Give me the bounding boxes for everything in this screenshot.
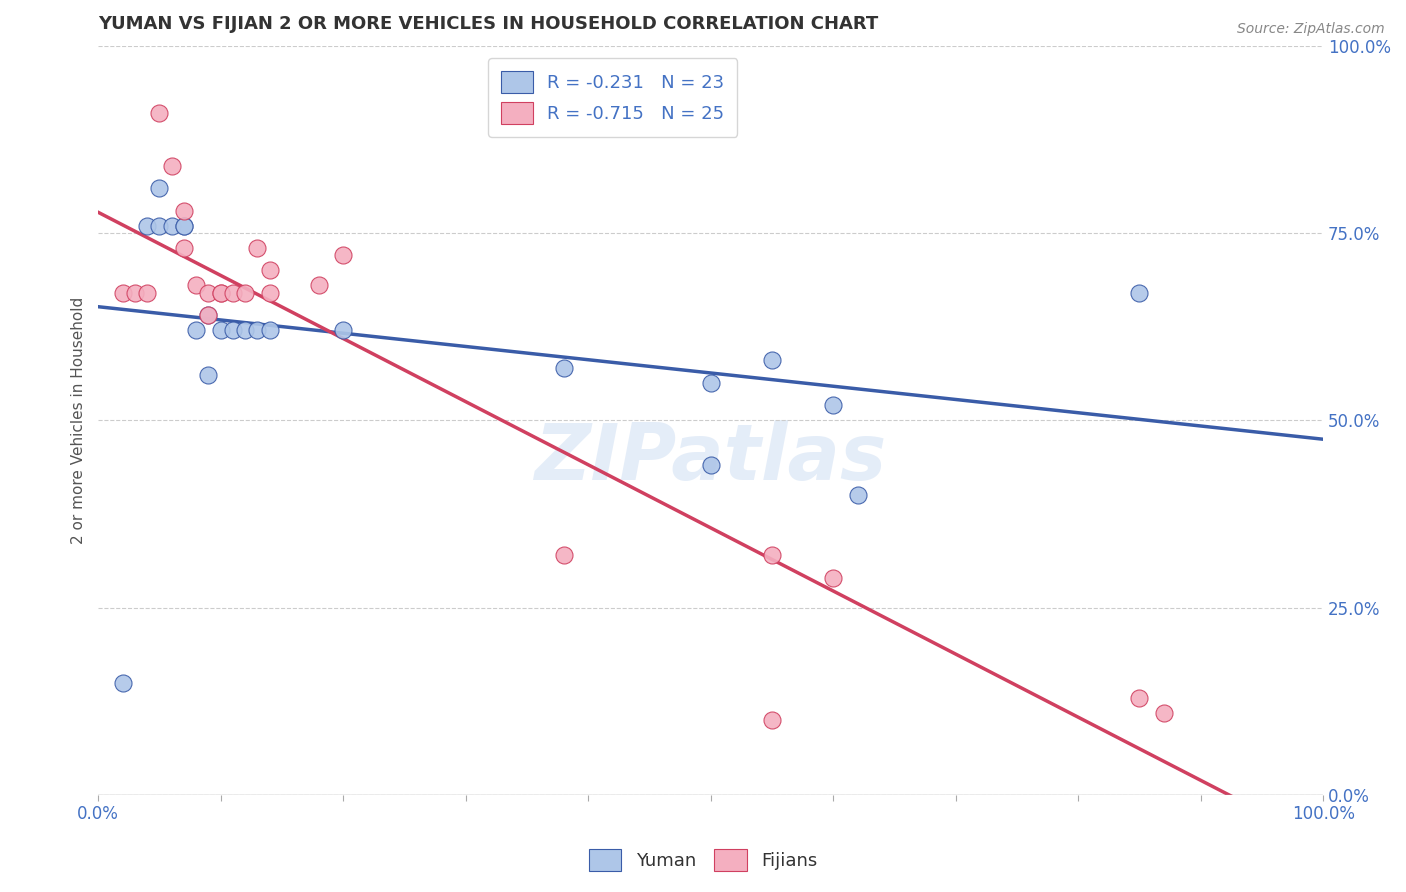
Point [699,458,721,473]
Point [197,368,219,383]
Point [111,675,134,690]
Point [209,285,232,300]
Point [184,278,207,293]
Point [246,241,269,255]
Point [173,241,195,255]
Point [222,323,245,337]
Point [136,219,159,233]
Point [184,323,207,337]
Point [332,323,354,337]
Point [148,106,170,120]
Point [222,285,245,300]
Point [823,571,845,585]
Point [173,203,195,218]
Point [761,548,783,562]
Point [1128,285,1150,300]
Point [846,488,869,502]
Point [111,285,134,300]
Text: ZIPatlas: ZIPatlas [534,420,887,496]
Point [308,278,330,293]
Point [148,219,170,233]
Point [761,353,783,368]
Point [124,285,146,300]
Point [823,398,845,412]
Point [173,219,195,233]
Point [233,323,256,337]
Point [246,323,269,337]
Text: YUMAN VS FIJIAN 2 OR MORE VEHICLES IN HOUSEHOLD CORRELATION CHART: YUMAN VS FIJIAN 2 OR MORE VEHICLES IN HO… [98,15,879,33]
Point [148,181,170,195]
Text: Source: ZipAtlas.com: Source: ZipAtlas.com [1237,22,1385,37]
Point [259,323,281,337]
Point [197,285,219,300]
Point [259,285,281,300]
Point [197,309,219,323]
Point [332,248,354,262]
Point [699,376,721,390]
Point [209,285,232,300]
Point [173,219,195,233]
Legend: R = -0.231   N = 23, R = -0.715   N = 25: R = -0.231 N = 23, R = -0.715 N = 25 [488,59,737,136]
Point [233,285,256,300]
Point [1153,706,1175,720]
Point [1128,690,1150,705]
Point [197,309,219,323]
Point [553,360,575,375]
Point [136,285,159,300]
Point [553,548,575,562]
Legend: Yuman, Fijians: Yuman, Fijians [582,842,824,879]
Point [259,263,281,277]
Point [160,219,183,233]
Point [761,713,783,727]
Point [160,159,183,173]
Y-axis label: 2 or more Vehicles in Household: 2 or more Vehicles in Household [72,297,86,544]
Point [209,323,232,337]
